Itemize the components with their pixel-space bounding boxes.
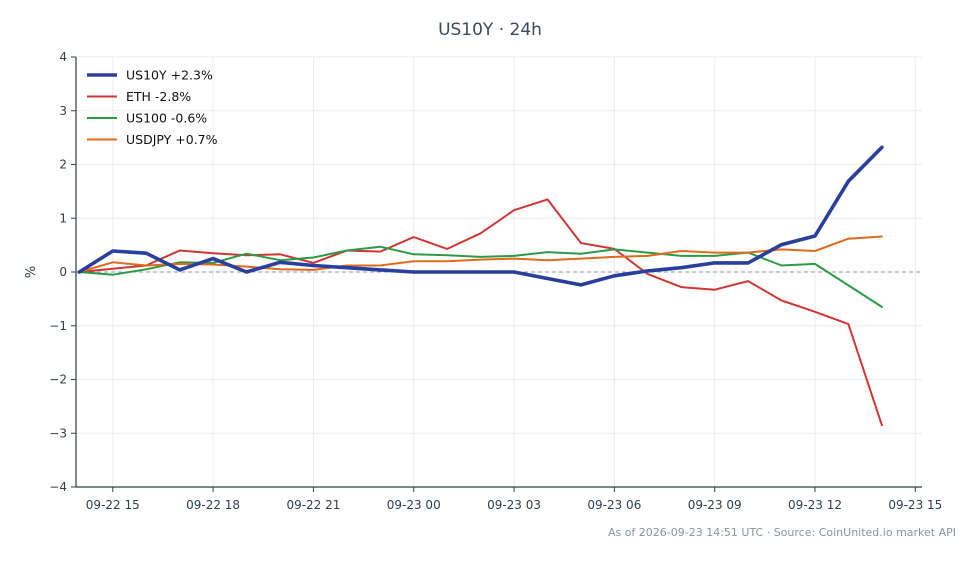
legend-label-us10y: US10Y +2.3%	[126, 68, 213, 83]
legend-label-usdjpy: USDJPY +0.7%	[126, 132, 218, 147]
series-line-eth	[78, 198, 883, 427]
legend-label-eth: ETH -2.8%	[126, 89, 191, 104]
y-tick-label: −2	[49, 373, 67, 387]
y-tick-label: −1	[49, 319, 67, 333]
source-note: As of 2026-09-23 14:51 UTC · Source: Coi…	[607, 526, 956, 539]
y-tick-label: 2	[59, 158, 67, 172]
series-line-usdjpy	[78, 235, 883, 273]
legend-label-us100: US100 -0.6%	[126, 111, 207, 126]
x-tick-label: 09-23 09	[688, 498, 742, 512]
x-tick-label: 09-22 15	[86, 498, 140, 512]
y-tick-label: 0	[59, 265, 67, 279]
x-tick-label: 09-23 00	[387, 498, 441, 512]
y-tick-label: 4	[59, 50, 67, 64]
chart-title: US10Y · 24h	[438, 20, 542, 40]
x-tick-label: 09-23 06	[587, 498, 641, 512]
x-tick-label: 09-23 12	[788, 498, 842, 512]
y-tick-label: −3	[49, 426, 67, 440]
x-tick-label: 09-23 03	[487, 498, 541, 512]
y-axis-label: %	[24, 266, 39, 278]
x-tick-label: 09-23 15	[888, 498, 942, 512]
x-tick-label: 09-22 21	[286, 498, 340, 512]
y-tick-label: 3	[59, 104, 67, 118]
y-tick-label: −4	[49, 480, 67, 494]
x-tick-label: 09-22 18	[186, 498, 240, 512]
series-line-us10y	[77, 145, 884, 287]
y-tick-label: 1	[59, 211, 67, 225]
